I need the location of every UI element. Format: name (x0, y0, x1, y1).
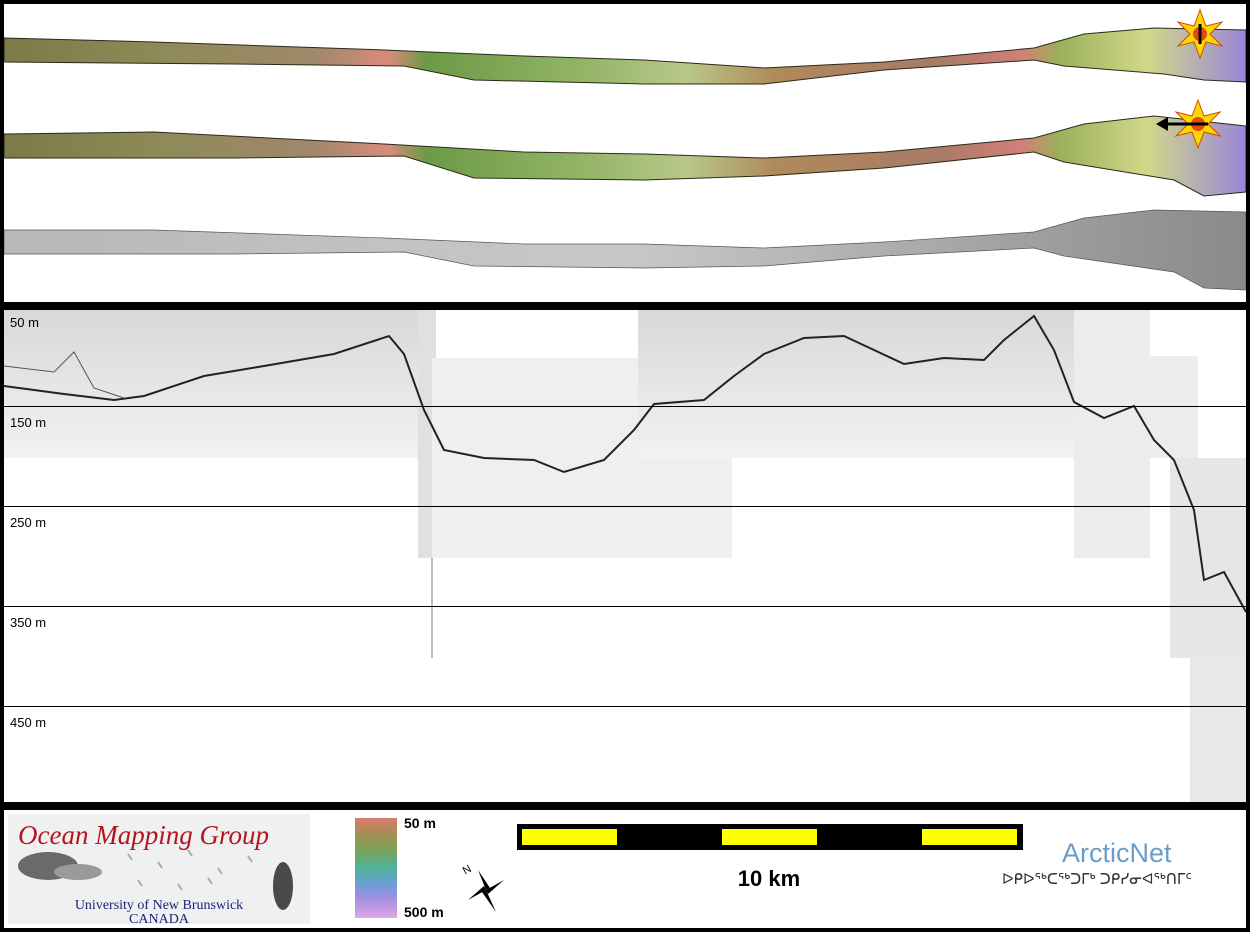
colorbar-top-label: 50 m (404, 815, 436, 831)
swath-panel (4, 4, 1246, 302)
seafloor-profile (4, 314, 1246, 613)
depth-label: 50 m (10, 315, 39, 330)
seafloor-logo-image (8, 814, 310, 924)
depth-label: 450 m (10, 715, 47, 730)
profile-image (4, 310, 1246, 802)
logo-title: Ocean Mapping Group (18, 820, 269, 850)
north-arrow-icon: N (461, 863, 504, 912)
depth-label: 150 m (10, 415, 47, 430)
depth-gridline (4, 506, 1246, 507)
north-label: N (461, 863, 474, 877)
legend-panel: Ocean Mapping Group University of New Br… (4, 810, 1246, 928)
depth-label: 350 m (10, 615, 47, 630)
colorbar-bottom-label: 500 m (404, 904, 444, 920)
ocean-mapping-group-logo: Ocean Mapping Group University of New Br… (8, 814, 310, 924)
arcticnet-logo-text: ArcticNet (1062, 838, 1172, 868)
depth-gridline (4, 606, 1246, 607)
profile-panel: 50 m 150 m 250 m 350 m 450 m (4, 310, 1246, 802)
logo-country: CANADA (129, 912, 189, 925)
depth-colorbar (355, 818, 397, 918)
depth-gridline (4, 406, 1246, 407)
scale-bar (517, 824, 1023, 850)
swath-strips (4, 8, 1246, 291)
arrow-left-icon (1156, 117, 1208, 131)
swath-strip-backscatter (4, 209, 1246, 291)
star-marker-1 (1176, 8, 1224, 60)
swath-strip-1 (4, 27, 1246, 85)
arcticnet-syllabics: ᐅᑭᐅᖅᑕᖅᑐᒥᒃ ᑐᑭᓯᓂᐊᖅᑎᒥᑦ (1002, 871, 1192, 888)
depth-gridline (4, 706, 1246, 707)
scale-label: 10 km (737, 866, 801, 891)
swath-strip-2 (4, 115, 1246, 197)
depth-label: 250 m (10, 515, 47, 530)
logo-university: University of New Brunswick (74, 898, 244, 913)
